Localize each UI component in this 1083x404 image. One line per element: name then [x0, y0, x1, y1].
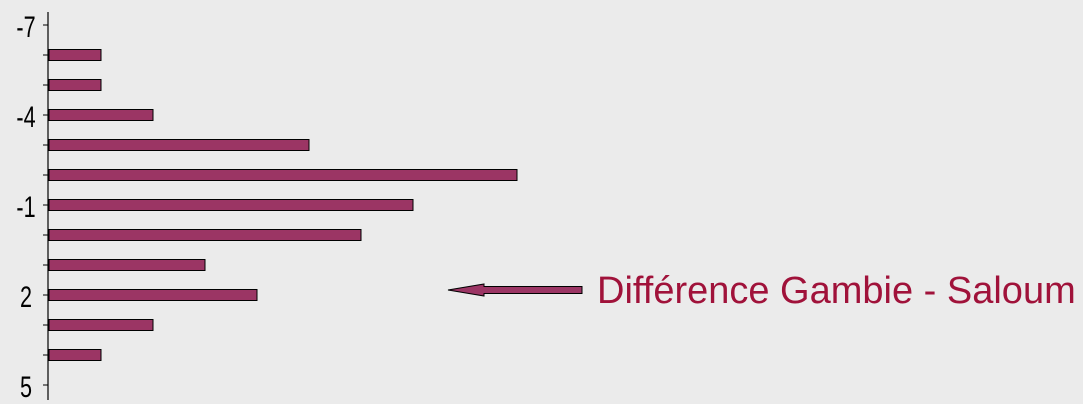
bars — [48, 49, 518, 361]
bar — [48, 319, 154, 331]
y-tick-label: -7 — [16, 9, 35, 43]
y-tick-label: 5 — [20, 369, 32, 403]
bar — [48, 289, 258, 301]
bar — [48, 109, 154, 121]
y-axis-ticks: -7 -4 -1 2 5 — [16, 9, 48, 404]
y-tick-label: -1 — [16, 189, 35, 223]
bar — [48, 139, 310, 151]
y-tick-label: -4 — [16, 99, 35, 133]
annotation-arrow — [447, 283, 583, 297]
bar — [48, 79, 102, 91]
annotation-label: Différence Gambie - Saloum — [597, 270, 1076, 312]
bar — [48, 229, 362, 241]
bar — [48, 199, 414, 211]
bar — [48, 169, 518, 181]
bar — [48, 259, 206, 271]
bar — [48, 349, 102, 361]
bar — [48, 49, 102, 61]
y-tick-label: 2 — [20, 279, 32, 313]
